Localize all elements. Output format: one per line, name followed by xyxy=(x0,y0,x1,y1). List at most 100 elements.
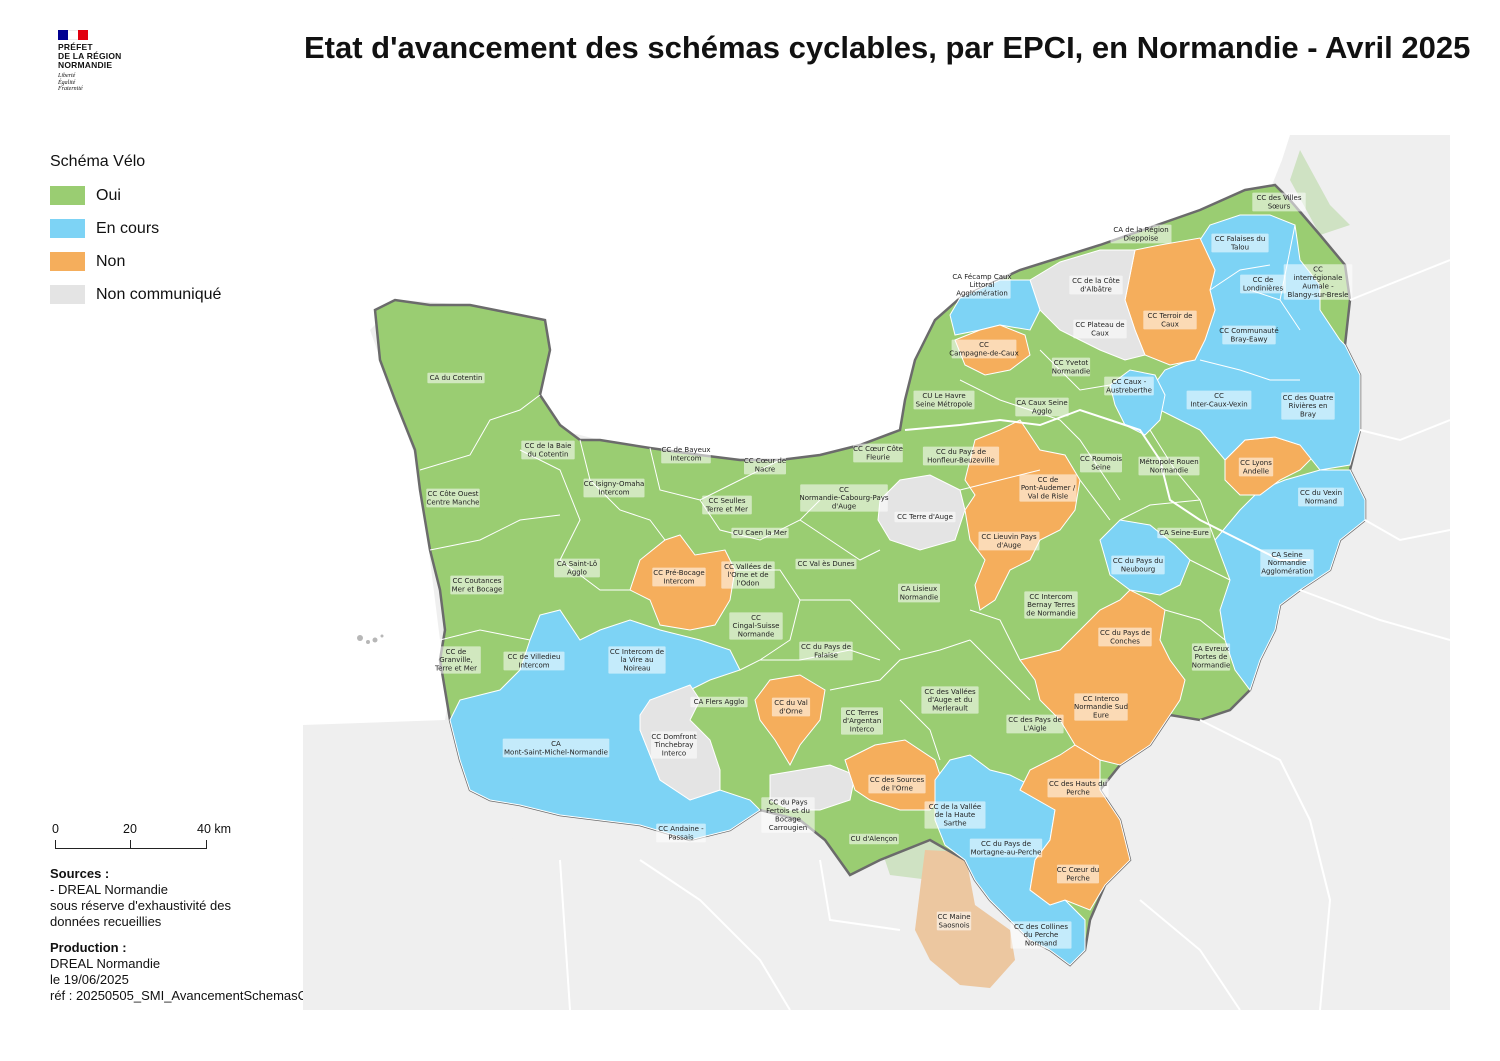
epci-label-text: Normand xyxy=(1025,940,1057,948)
legend-label-oui: Oui xyxy=(96,186,121,204)
epci-label-halo xyxy=(656,823,706,843)
epci-label-text: CC Intercom de xyxy=(610,648,664,656)
epci-label-text: CC de Villedieu xyxy=(508,653,561,661)
epci-label-text: CC Cœur Côte xyxy=(853,445,903,453)
epci-label-text: CC Terres xyxy=(846,709,879,717)
epci-label-text: CC Caux - xyxy=(1112,378,1147,386)
epci-label-text: Talou xyxy=(1230,243,1249,251)
normandy-map: CA du Cotentin CC de la Baie du Cotentin CC… xyxy=(303,135,1450,1010)
epci-label-halo xyxy=(1104,376,1154,396)
epci-label-text: CC xyxy=(839,486,849,494)
epci-label-text: du Perche xyxy=(1024,931,1059,939)
epci-label-text: CA Flers Agglo xyxy=(694,698,745,706)
epci-label-halo xyxy=(1240,274,1286,294)
epci-label-halo xyxy=(1074,693,1128,721)
epci-label-text: CC Andaine - xyxy=(658,825,704,833)
epci-label-text: CC Pré-Bocage xyxy=(653,569,704,577)
epci-label-text: CC Terre d'Auge xyxy=(897,513,953,521)
epci-label-text: CA du Cotentin xyxy=(430,374,483,382)
epci-label-halo xyxy=(800,484,888,512)
epci-label-text: d'Orne xyxy=(779,707,802,715)
epci-label-text: CC Domfront xyxy=(651,733,696,741)
epci-label-text: CC Plateau de xyxy=(1075,321,1124,329)
epci-label-text: CC xyxy=(1313,266,1323,274)
legend-swatch-non-communique xyxy=(50,285,85,304)
epci-label-halo xyxy=(1222,325,1276,345)
epci-label-halo xyxy=(1186,390,1252,410)
production-heading: Production : xyxy=(50,940,127,955)
epci-label-text: CC Interco xyxy=(1083,695,1119,703)
epci-label-text: CC Communauté xyxy=(1219,327,1278,335)
epci-label-text: CC Terroir de xyxy=(1148,312,1193,320)
epci-label-text: l'Orne et de xyxy=(727,571,768,579)
legend-item-non-communique: Non communiqué xyxy=(50,278,290,311)
epci-label-halo xyxy=(799,641,853,661)
epci-label-text: Dieppoise xyxy=(1124,234,1159,242)
epci-label-text: Intercom xyxy=(670,454,701,462)
epci-label-halo xyxy=(690,696,748,708)
epci-label-text: d'Albâtre xyxy=(1080,285,1112,293)
epci-label-text: CC du Val xyxy=(774,699,808,707)
epci-label-cotentin: CA du Cotentin xyxy=(427,372,485,384)
epci-label-text: Agglo xyxy=(567,568,587,576)
epci-label-halo xyxy=(924,801,986,829)
epci-label-halo xyxy=(554,558,600,578)
epci-label-text: CC Falaises du xyxy=(1215,235,1266,243)
epci-label-halo xyxy=(1157,527,1211,539)
epci-label-text: Interco xyxy=(850,726,874,734)
epci-label-text: CC xyxy=(1214,392,1224,400)
epci-label-text: CC Yvetot xyxy=(1054,359,1089,367)
epci-label-text: CC de la Côte xyxy=(1072,277,1120,285)
epci-label-halo xyxy=(651,731,697,759)
epci-label-text: CC de xyxy=(446,648,467,656)
legend-label-non: Non xyxy=(96,252,126,270)
epci-label-halo xyxy=(731,527,789,539)
sources-heading: Sources : xyxy=(50,866,110,881)
legend: Schéma Vélo Oui En cours Non Non communi… xyxy=(50,153,290,311)
epci-label-text: CC de Bayeux xyxy=(661,446,710,454)
epci-label-halo xyxy=(922,446,1000,466)
epci-label-text: CA xyxy=(551,740,561,748)
epci-label-halo xyxy=(744,455,786,475)
epci-label-text: CC de la Vallée xyxy=(929,803,981,811)
epci-label-text: CA Saint-Lô xyxy=(557,560,597,568)
epci-label-halo xyxy=(1051,357,1091,377)
epci-label-halo xyxy=(953,271,1011,299)
epci-label-halo xyxy=(771,697,811,717)
epci-label-text: Normandie-Cabourg-Pays xyxy=(799,494,888,502)
epci-label-halo xyxy=(721,561,775,589)
production-line: DREAL Normandie xyxy=(50,956,161,971)
sources-block: Sources : - DREAL Normandie sous réserve… xyxy=(50,866,354,1004)
epci-label-text: Agglomération xyxy=(1261,568,1313,576)
epci-label-text: CC xyxy=(979,341,989,349)
epci-label-text: Blangy-sur-Bresle xyxy=(1288,291,1349,299)
epci-label-halo xyxy=(795,558,857,570)
epci-label-halo xyxy=(1073,319,1127,339)
epci-label-text: Austreberthe xyxy=(1106,386,1152,394)
epci-label-text: CU Le Havre xyxy=(922,392,965,400)
epci-label-text: Londinières xyxy=(1243,284,1284,292)
epci-label-text: Centre Manche xyxy=(427,498,480,506)
epci-label-text: CC Val ès Dunes xyxy=(797,560,854,568)
legend-title: Schéma Vélo xyxy=(50,153,146,170)
